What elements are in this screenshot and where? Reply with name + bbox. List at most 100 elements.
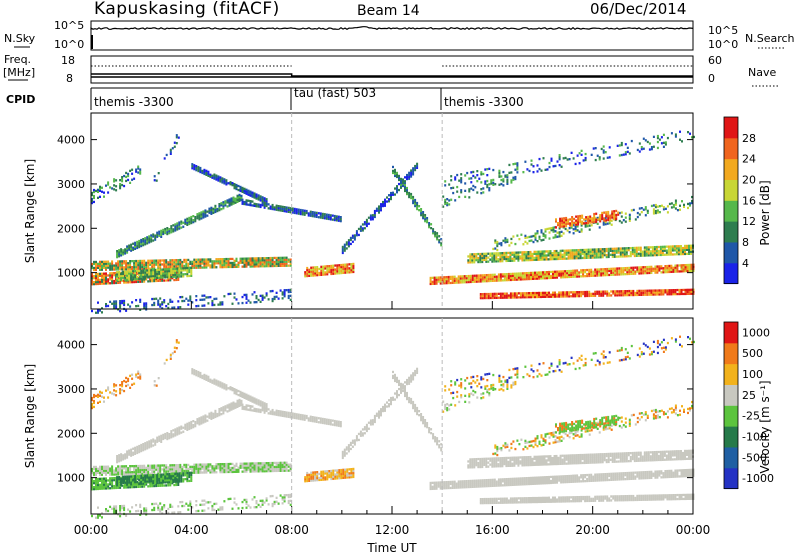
velocity-cell [107, 487, 110, 490]
power-cell [538, 237, 541, 240]
power-cell [496, 242, 499, 246]
power-cell [548, 165, 551, 169]
power-cell [459, 277, 462, 280]
power-cell [330, 266, 333, 270]
power-cell [577, 249, 580, 252]
velocity-cell [203, 463, 206, 466]
power-cell [531, 254, 534, 258]
power-cell [227, 265, 230, 269]
power-cell [346, 269, 349, 272]
power-cell [555, 220, 557, 223]
velocity-cell [143, 472, 146, 475]
power-cell [245, 188, 248, 191]
power-cell [545, 254, 548, 257]
power-cell [566, 273, 569, 277]
power-cell [487, 294, 490, 298]
power-cell [183, 299, 186, 303]
power-cell [159, 297, 162, 300]
power-cell [420, 212, 423, 215]
power-cell [172, 267, 175, 271]
power-cell [332, 266, 335, 269]
power-cell [641, 254, 644, 257]
velocity-cell [188, 471, 191, 475]
power-cell [601, 215, 604, 219]
power-cell [412, 173, 415, 176]
velocity-cell [134, 446, 137, 449]
power-cell [213, 264, 216, 267]
velocity-cell [93, 465, 95, 469]
power-cell [648, 265, 651, 269]
velocity-cell [197, 465, 200, 468]
velocity-cell [171, 468, 174, 471]
power-cell [394, 168, 396, 172]
power-cell [528, 275, 530, 279]
power-cell [664, 207, 667, 210]
power-cell [101, 272, 103, 275]
power-cell [479, 295, 482, 298]
power-cell [271, 297, 274, 301]
power-cell [159, 265, 162, 268]
power-cell [158, 268, 161, 271]
power-cell [279, 264, 282, 267]
power-cell [622, 269, 625, 272]
power-cell [99, 187, 101, 190]
power-cell [247, 299, 250, 302]
power-cell [233, 187, 236, 190]
power-cell [202, 212, 205, 215]
power-cell [557, 222, 559, 225]
power-cell [536, 275, 538, 278]
power-cell [559, 223, 562, 226]
power-cell [171, 306, 174, 309]
power-cell [347, 241, 350, 244]
power-cell [506, 174, 509, 177]
power-cell [638, 293, 641, 296]
power-cell [172, 273, 175, 277]
power-cell [529, 256, 532, 260]
power-cell [584, 219, 587, 222]
power-cell [101, 268, 103, 271]
power-cell [182, 267, 185, 270]
velocity-cell [279, 465, 282, 468]
power-cell [169, 259, 172, 262]
power-cell [142, 269, 145, 272]
power-cell [111, 278, 114, 281]
power-cell [140, 242, 143, 246]
power-cell [638, 272, 641, 275]
power-cell [580, 224, 583, 227]
power-cell [137, 261, 140, 265]
power-cell [594, 270, 597, 273]
power-cell [642, 137, 645, 140]
power-cell [160, 270, 163, 273]
power-cell [190, 219, 193, 223]
power-cell [464, 189, 467, 192]
power-cell [500, 178, 503, 182]
velocity-cell [113, 393, 116, 396]
velocity-cell [169, 468, 172, 471]
power-cell [412, 171, 415, 174]
power-cell [188, 266, 191, 270]
power-cell [156, 268, 159, 271]
power-cell [507, 294, 510, 297]
power-cell [261, 296, 264, 299]
power-cell [308, 268, 311, 271]
power-cell [179, 260, 182, 264]
power-cell [141, 263, 144, 267]
power-cell [467, 261, 470, 264]
noise-right-tick-bottom: 10^0 [708, 38, 738, 51]
power-cell [637, 254, 640, 257]
power-cell [634, 293, 637, 297]
power-cell [481, 280, 484, 283]
y-tick-label: 3000 [57, 178, 85, 191]
power-cell [654, 211, 657, 215]
power-cell [139, 259, 142, 263]
power-cell [469, 253, 472, 256]
power-cell [118, 271, 121, 274]
power-cell [542, 291, 544, 294]
power-cell [166, 270, 169, 273]
velocity-cell [125, 380, 128, 384]
power-cell [526, 242, 529, 245]
velocity-cell [273, 502, 276, 506]
velocity-cell [121, 465, 124, 468]
velocity-cell [165, 464, 168, 467]
power-cell [532, 277, 534, 280]
